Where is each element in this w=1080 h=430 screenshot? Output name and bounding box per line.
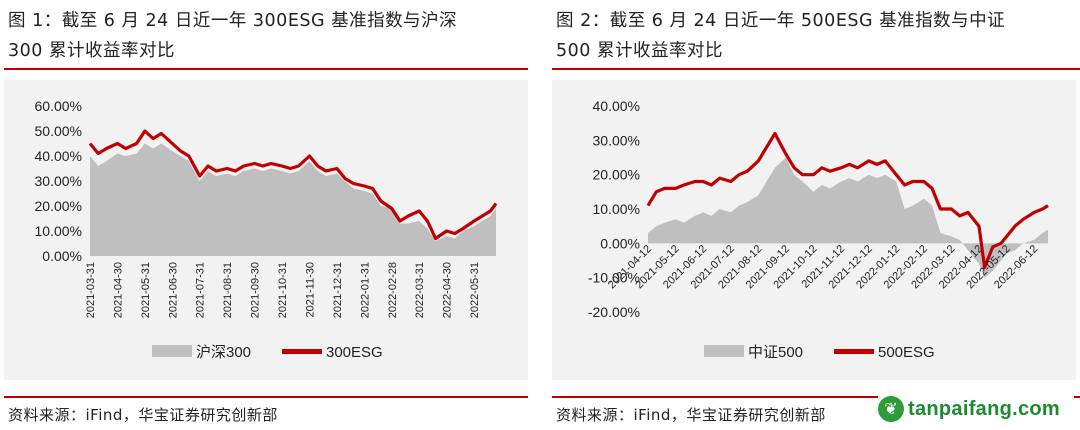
series-area-中证500: [648, 157, 1048, 278]
chart-area: -20.00% -10.00% 0.00% 10.00% 20.00% 30.00% 40.…: [552, 80, 1076, 380]
figure-title-line1: 图 1：截至 6 月 24 日近一年 300ESG 基准指数与沪深: [8, 11, 458, 31]
y-tick-label: -20.00%: [588, 304, 640, 320]
x-tick-label: 2022-01-31: [359, 262, 371, 318]
x-tick-label: 2021-08-31: [222, 262, 234, 318]
leaf-globe-icon: ❦: [878, 396, 904, 422]
figure-panel-2: 图 2：截至 6 月 24 日近一年 500ESG 基准指数与中证 500 累计…: [548, 0, 1080, 430]
x-tick-label: 2021-12-31: [332, 262, 344, 318]
x-tick-label: 2022-02-28: [387, 262, 399, 318]
y-tick-label: 0.00%: [600, 235, 640, 251]
y-tick-label: 30.00%: [35, 173, 82, 189]
chart-svg: 0.00% 10.00% 20.00% 30.00% 40.00% 50.00% 60.00…: [35, 98, 498, 361]
x-tick-label: 2021-04-30: [112, 262, 124, 318]
x-tick-label: 2021-10-31: [277, 262, 289, 318]
y-tick-label: 50.00%: [35, 123, 82, 139]
y-tick-label: 40.00%: [35, 148, 82, 164]
legend-swatch: [704, 345, 744, 357]
x-tick-label: 2021-11-30: [304, 262, 316, 317]
legend-label: 中证500: [748, 344, 803, 361]
chart-svg: -20.00% -10.00% 0.00% 10.00% 20.00% 30.00% 40.…: [588, 98, 1049, 361]
source-note: 资料来源：iFind，华宝证券研究创新部: [8, 406, 278, 424]
series-line-300ESG: [88, 129, 498, 241]
y-tick-label: 10.00%: [593, 201, 640, 217]
legend-label: 300ESG: [326, 344, 383, 361]
y-tick-label: 0.00%: [42, 248, 82, 264]
series-line-500ESG: [646, 131, 1049, 269]
legend-label: 500ESG: [878, 344, 935, 361]
y-tick-label: 30.00%: [593, 132, 640, 148]
top-divider: [552, 68, 1080, 70]
figure-title: 图 1：截至 6 月 24 日近一年 300ESG 基准指数与沪深 300 累计…: [8, 6, 520, 66]
y-tick-label: 40.00%: [593, 98, 640, 114]
legend-label: 沪深300: [196, 344, 251, 361]
y-tick-label: 20.00%: [35, 198, 82, 214]
bottom-divider: [4, 396, 528, 398]
legend-swatch: [834, 349, 874, 354]
figure-panel-1: 图 1：截至 6 月 24 日近一年 300ESG 基准指数与沪深 300 累计…: [0, 0, 528, 430]
y-tick-label: -10.00%: [588, 270, 640, 286]
watermark-text: tanpaifang.com: [908, 397, 1060, 420]
y-tick-label: 10.00%: [35, 223, 82, 239]
y-tick-label: 60.00%: [35, 98, 82, 114]
x-tick-label: 2022-03-31: [414, 262, 426, 318]
y-tick-label: 20.00%: [593, 167, 640, 183]
x-tick-label: 2021-06-30: [167, 262, 179, 318]
x-tick-label: 2022-04-30: [442, 262, 454, 318]
chart-area: 0.00% 10.00% 20.00% 30.00% 40.00% 50.00% 60.00…: [4, 80, 528, 380]
x-tick-label: 2021-07-31: [195, 262, 207, 318]
legend-swatch: [282, 349, 322, 354]
bottom-divider: [552, 396, 1080, 398]
top-divider: [4, 68, 528, 70]
figure-title: 图 2：截至 6 月 24 日近一年 500ESG 基准指数与中证 500 累计…: [556, 6, 1068, 66]
x-tick-label: 2021-03-31: [85, 262, 97, 318]
x-tick-label: 2021-05-31: [140, 262, 152, 318]
x-tick-label: 2022-05-31: [469, 262, 481, 318]
x-tick-label: 2021-09-30: [250, 262, 262, 318]
legend-swatch: [152, 345, 192, 357]
figure-title-line2: 300 累计收益率对比: [8, 41, 175, 61]
figure-title-line1: 图 2：截至 6 月 24 日近一年 500ESG 基准指数与中证: [556, 11, 1006, 31]
series-area-沪深300: [90, 143, 496, 256]
source-note: 资料来源：iFind，华宝证券研究创新部: [556, 406, 826, 424]
figure-title-line2: 500 累计收益率对比: [556, 41, 723, 61]
watermark: ❦ tanpaifang.com: [878, 394, 1074, 424]
